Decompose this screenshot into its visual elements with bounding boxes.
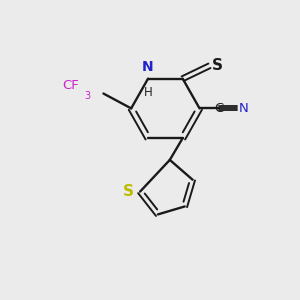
Text: S: S [123, 184, 134, 199]
Text: C: C [215, 102, 224, 115]
Text: CF: CF [62, 79, 79, 92]
Text: S: S [212, 58, 223, 73]
Text: N: N [142, 60, 154, 74]
Text: H: H [144, 85, 152, 99]
Text: 3: 3 [85, 91, 91, 100]
Text: N: N [239, 102, 249, 115]
